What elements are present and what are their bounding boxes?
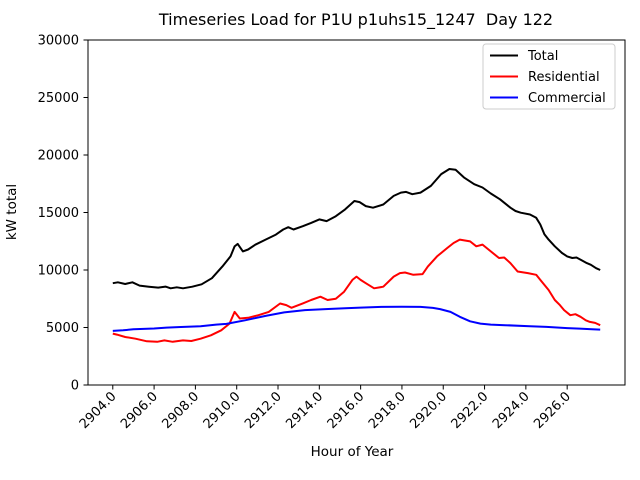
- x-tick-label: 2920.0: [407, 389, 450, 432]
- x-tick-label: 2906.0: [118, 389, 161, 432]
- x-tick-label: 2922.0: [449, 389, 492, 432]
- legend: Total Residential Commercial: [482, 43, 616, 110]
- legend-label: Commercial: [528, 91, 606, 106]
- y-tick-label: 5000: [46, 321, 79, 336]
- x-tick-label: 2910.0: [201, 389, 244, 432]
- series-line-residential: [112, 238, 601, 343]
- series-line-total: [112, 168, 601, 290]
- x-tick-label: 2914.0: [283, 389, 326, 432]
- x-tick-label: 2912.0: [242, 389, 285, 432]
- x-axis-label: Hour of Year: [311, 444, 394, 460]
- x-tick-label: 2924.0: [490, 389, 533, 432]
- legend-label: Residential: [528, 70, 600, 85]
- y-axis-label: kW total: [4, 184, 20, 240]
- y-tick-label: 30000: [38, 34, 79, 49]
- series-lines: [112, 168, 601, 343]
- y-ticks: 0 5000 10000 15000 20000 25000 30000: [38, 34, 88, 394]
- series-line-commercial: [112, 305, 601, 332]
- chart-title: Timeseries Load for P1U p1uhs15_1247 Day…: [158, 10, 553, 30]
- x-tick-label: 2916.0: [325, 389, 368, 432]
- legend-entries: Total Residential Commercial: [490, 49, 606, 106]
- legend-box: [482, 43, 616, 110]
- y-tick-label: 25000: [38, 91, 79, 106]
- x-tick-label: 2908.0: [159, 389, 202, 432]
- x-tick-label: 2926.0: [531, 389, 574, 432]
- legend-item-total: Total: [490, 49, 558, 64]
- y-tick-label: 20000: [38, 149, 79, 164]
- y-tick-label: 15000: [38, 206, 79, 221]
- x-ticks: 2904.02906.02908.02910.02912.02914.02916…: [77, 385, 574, 432]
- y-tick-label: 0: [71, 379, 79, 394]
- x-tick-label: 2918.0: [366, 389, 409, 432]
- legend-item-commercial: Commercial: [490, 91, 606, 106]
- x-tick-label: 2904.0: [77, 389, 120, 432]
- legend-label: Total: [527, 49, 558, 64]
- legend-item-residential: Residential: [490, 70, 600, 85]
- y-tick-label: 10000: [38, 264, 79, 279]
